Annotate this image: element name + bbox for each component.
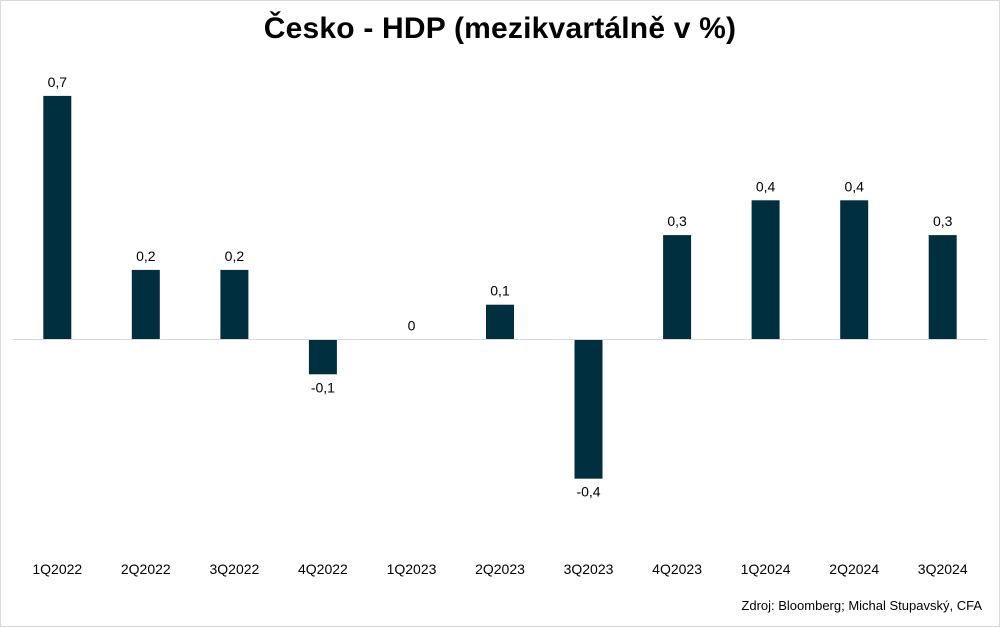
bar-3Q2022 [220,269,249,340]
category-label-4Q2023: 4Q2023 [652,561,702,577]
value-label-3Q2023: -0,4 [576,484,600,500]
category-label-2Q2023: 2Q2023 [475,561,525,577]
value-label-1Q2024: 0,4 [756,178,776,194]
labels-layer: 0,7 1Q2022 0,2 2Q2022 0,2 3Q2022 -0,1 4Q2022 0 1Q… [32,74,967,577]
value-label-2Q2022: 0,2 [136,248,156,264]
category-label-1Q2024: 1Q2024 [741,561,791,577]
bar-2Q2023 [486,304,514,340]
value-label-2Q2023: 0,1 [490,283,510,299]
category-label-3Q2024: 3Q2024 [918,561,968,577]
value-label-2Q2024: 0,4 [844,178,864,194]
bar-4Q2022 [308,339,337,375]
value-label-3Q2022: 0,2 [225,248,245,264]
value-label-4Q2023: 0,3 [667,213,687,229]
category-label-1Q2023: 1Q2023 [387,561,437,577]
category-label-2Q2022: 2Q2022 [121,561,171,577]
source-note: Zdroj: Bloomberg; Michal Stupavský, CFA [741,598,982,613]
chart-title: Česko - HDP (mezikvartálně v %) [263,12,737,45]
bar-3Q2024 [928,235,957,340]
bar-4Q2023 [663,235,692,340]
bar-1Q2022 [43,95,72,340]
category-label-3Q2022: 3Q2022 [209,561,259,577]
bar-2Q2022 [131,269,160,340]
category-label-3Q2023: 3Q2023 [564,561,614,577]
value-label-1Q2022: 0,7 [48,74,68,90]
bar-2Q2024 [840,200,869,340]
bars-layer [43,95,957,479]
value-label-1Q2023: 0 [408,318,416,334]
bar-1Q2024 [751,200,780,340]
bar-3Q2023 [574,339,603,479]
category-label-2Q2024: 2Q2024 [829,561,879,577]
value-label-3Q2024: 0,3 [933,213,953,229]
category-label-4Q2022: 4Q2022 [298,561,348,577]
value-label-4Q2022: -0,1 [311,379,335,395]
category-label-1Q2022: 1Q2022 [32,561,82,577]
